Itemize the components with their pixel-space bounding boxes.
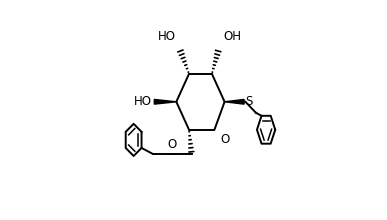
Text: OH: OH xyxy=(223,30,241,43)
Text: S: S xyxy=(245,95,253,108)
Polygon shape xyxy=(154,99,176,104)
Text: O: O xyxy=(167,138,176,151)
Polygon shape xyxy=(224,99,244,104)
Text: HO: HO xyxy=(158,30,176,43)
Text: HO: HO xyxy=(134,95,152,108)
Text: O: O xyxy=(220,133,229,146)
